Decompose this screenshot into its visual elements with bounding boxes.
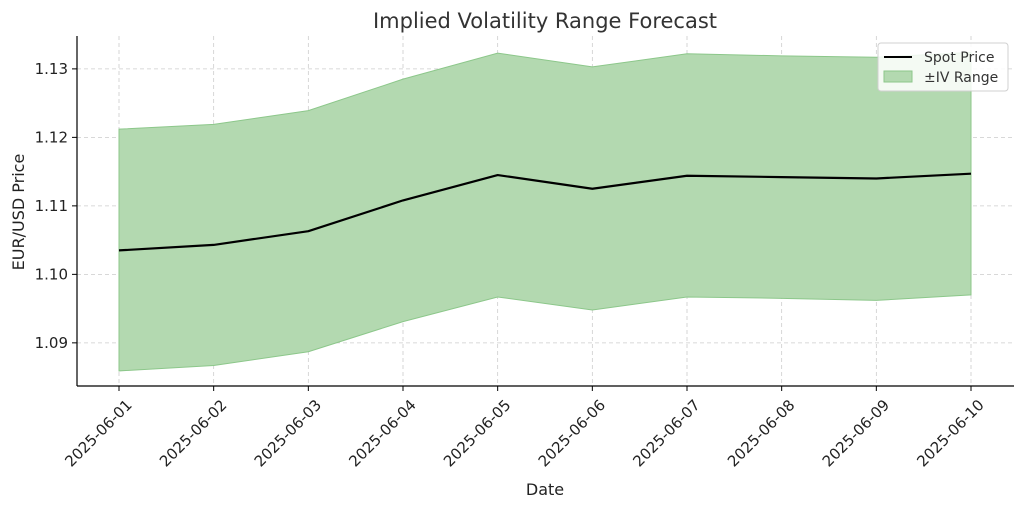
chart-title: Implied Volatility Range Forecast bbox=[373, 9, 717, 33]
x-axis-title: Date bbox=[526, 480, 564, 499]
x-tick-label: 2025-06-08 bbox=[724, 396, 798, 470]
y-tick-label: 1.09 bbox=[35, 334, 68, 352]
legend-iv-range-swatch bbox=[883, 70, 913, 83]
x-tick-label: 2025-06-01 bbox=[61, 396, 135, 470]
spot-price-line bbox=[118, 172, 972, 252]
x-tick-label: 2025-06-09 bbox=[819, 396, 893, 470]
x-tick-label: 2025-06-03 bbox=[251, 396, 325, 470]
x-tick-label: 2025-06-06 bbox=[535, 396, 609, 470]
y-tick-label: 1.11 bbox=[35, 197, 68, 215]
y-tick-label: 1.13 bbox=[35, 60, 68, 78]
line-layer bbox=[118, 172, 972, 252]
y-tick-label: 1.10 bbox=[35, 265, 68, 283]
y-axis-title: EUR/USD Price bbox=[9, 154, 28, 271]
iv-range-band bbox=[118, 51, 972, 372]
axes-layer bbox=[76, 36, 1014, 387]
band-layer bbox=[118, 51, 972, 372]
legend-iv-range-label: ±IV Range bbox=[924, 70, 998, 86]
x-tick-label: 2025-06-10 bbox=[913, 396, 987, 470]
legend-spot-price-label: Spot Price bbox=[924, 50, 994, 66]
legend: Spot Price ±IV Range bbox=[877, 42, 1009, 92]
x-tick-label: 2025-06-07 bbox=[629, 396, 703, 470]
x-tick-label: 2025-06-04 bbox=[345, 396, 419, 470]
x-tick-label: 2025-06-02 bbox=[156, 396, 230, 470]
y-tick-label: 1.12 bbox=[35, 128, 68, 146]
x-tick-label: 2025-06-05 bbox=[440, 396, 514, 470]
